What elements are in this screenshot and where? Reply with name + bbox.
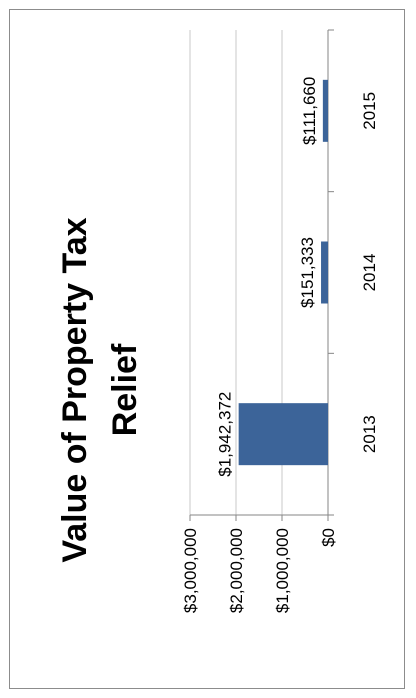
data-label-2013: $1,942,372 (216, 392, 235, 477)
value-tick-label: $3,000,000 (181, 528, 200, 613)
value-tick-label: $1,000,000 (273, 528, 292, 613)
labels: $0 $1,000,000 $2,000,000 $3,000,000 $1,942,3… (181, 77, 379, 613)
data-label-2014: $151,333 (298, 237, 317, 308)
bars (238, 79, 328, 466)
category-label-2015: 2015 (360, 92, 379, 130)
bar-2014 (321, 241, 328, 304)
bar-2015 (322, 79, 328, 142)
chart-frame (9, 9, 405, 689)
chart-title-line: Relief (106, 343, 144, 436)
chart-title-line: Value of Property Tax (56, 217, 94, 562)
chart-title: Value of Property Tax Relief (56, 217, 144, 562)
bar-2013 (238, 403, 328, 466)
value-tick-label: $0 (319, 528, 338, 547)
category-label-2014: 2014 (360, 254, 379, 292)
category-label-2013: 2013 (360, 415, 379, 453)
value-tick-label: $2,000,000 (227, 528, 246, 613)
data-label-2015: $111,660 (300, 77, 319, 145)
